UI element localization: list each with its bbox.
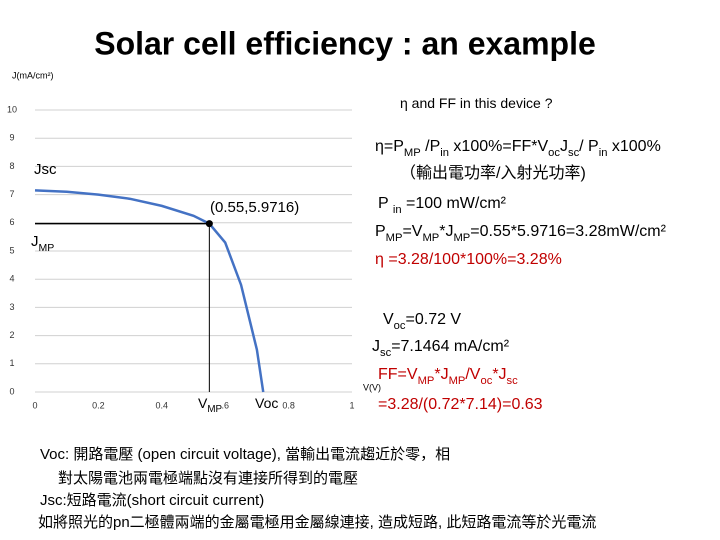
text-segment: MP: [386, 232, 403, 244]
note-line: 對太陽電池兩電極端點沒有連接所得到的電壓: [58, 470, 358, 487]
series-line: [34, 189, 265, 393]
text-segment: η=P: [375, 138, 404, 155]
text-segment: J: [372, 338, 380, 355]
y-tick-label: 3: [9, 302, 14, 312]
text-segment: oc: [480, 375, 492, 387]
x-tick-label: 0.2: [92, 400, 105, 410]
max-power-point: [205, 220, 213, 228]
text-segment: sc: [507, 375, 519, 387]
info-line: P in =100 mW/cm²: [378, 195, 507, 216]
vmp-label: VMP: [198, 395, 223, 415]
info-line: η =3.28/100*100%=3.28%: [375, 251, 562, 268]
text-segment: =3.28/(0.72*7.14)=0.63: [378, 396, 543, 413]
text-segment: =0.72 V: [406, 311, 462, 328]
text-segment: /V: [465, 366, 480, 383]
text-segment: MP: [39, 242, 55, 254]
x-tick-label: 0.8: [282, 400, 295, 410]
text-segment: *J: [434, 366, 448, 383]
text-segment: MP: [449, 375, 466, 387]
info-line: =3.28/(0.72*7.14)=0.63: [378, 396, 543, 413]
text-segment: /P: [421, 138, 441, 155]
slide-title: Solar cell efficiency : an example: [94, 25, 596, 61]
text-segment: sc: [568, 147, 580, 159]
text-segment: P: [378, 195, 393, 212]
text-segment: MP: [404, 147, 421, 159]
jsc-label: Jsc: [34, 161, 57, 178]
info-line: （輸出電功率/入射光功率): [400, 164, 586, 182]
info-line: PMP=VMP*JMP=0.55*5.9716=3.28mW/cm²: [375, 223, 667, 244]
text-segment: FF=V: [378, 366, 418, 383]
y-tick-label: 1: [9, 358, 14, 368]
info-line: η=PMP /Pin x100%=FF*VocJsc/ Pin x100%: [375, 138, 661, 159]
text-segment: MP: [418, 375, 435, 387]
text-segment: P: [375, 223, 386, 240]
x-axis-label: V(V): [363, 382, 381, 392]
text-segment: Voc: [255, 395, 278, 411]
text-segment: MP: [453, 232, 470, 244]
x-tick-label: 0: [32, 400, 37, 410]
text-segment: in: [440, 147, 449, 159]
text-segment: in: [393, 204, 402, 216]
text-segment: η and FF in this device ?: [400, 95, 553, 111]
info-line: Voc=0.72 V: [383, 311, 461, 332]
y-tick-label: 7: [9, 189, 14, 199]
text-segment: Jsc: [34, 161, 57, 178]
text-segment: oc: [394, 320, 406, 332]
y-tick-label: 5: [9, 245, 14, 255]
voc-label: Voc: [255, 395, 278, 411]
text-segment: MP: [422, 232, 439, 244]
y-tick-label: 2: [9, 330, 14, 340]
text-segment: *J: [492, 366, 506, 383]
text-segment: =0.55*5.9716=3.28mW/cm²: [470, 223, 666, 240]
y-axis-label: J(mA/cm²): [12, 70, 54, 80]
note-line: Voc: 開路電壓 (open circuit voltage), 當輸出電流趨…: [40, 446, 450, 463]
text-segment: x100%: [607, 138, 660, 155]
y-tick-label: 6: [9, 217, 14, 227]
x-tick-label: .6: [221, 400, 229, 410]
text-segment: J: [31, 233, 39, 250]
info-line: Jsc=7.1464 mA/cm²: [372, 338, 510, 359]
text-segment: x100%=FF*V: [449, 138, 548, 155]
text-segment: sc: [380, 347, 392, 359]
text-segment: / P: [579, 138, 599, 155]
note-line: 如將照光的pn二極體兩端的金屬電極用金屬線連接, 造成短路, 此短路電流等於光電…: [38, 513, 596, 531]
jmp-label: JMP: [31, 233, 54, 254]
y-tick-label: 10: [7, 104, 17, 114]
text-segment: （輸出電功率/入射光功率): [400, 164, 586, 182]
text-segment: *J: [439, 223, 453, 240]
text-segment: oc: [548, 147, 560, 159]
text-segment: =7.1464 mA/cm²: [391, 338, 510, 355]
text-segment: V: [383, 311, 394, 328]
note-line: Jsc:短路電流(short circuit current): [40, 492, 264, 509]
text-segment: J: [560, 138, 568, 155]
y-tick-label: 9: [9, 133, 14, 143]
text-segment: in: [599, 147, 608, 159]
info-line: η and FF in this device ?: [400, 95, 553, 111]
x-tick-label: 0.4: [156, 400, 169, 410]
y-tick-label: 4: [9, 274, 14, 284]
y-tick-label: 8: [9, 161, 14, 171]
text-segment: η =3.28/100*100%=3.28%: [375, 251, 562, 268]
y-tick-label: 0: [9, 386, 14, 396]
text-segment: MP: [207, 404, 222, 415]
text-segment: V: [198, 395, 208, 411]
x-tick-label: 1: [349, 400, 354, 410]
text-segment: =V: [402, 223, 422, 240]
text-segment: =100 mW/cm²: [402, 195, 507, 212]
info-line: FF=VMP*JMP/Voc*Jsc: [378, 366, 518, 387]
point-label: (0.55,5.9716): [210, 199, 299, 216]
